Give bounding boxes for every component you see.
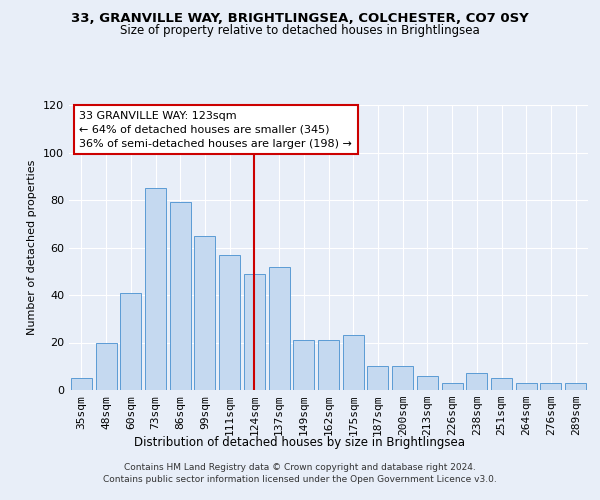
Bar	[293, 340, 314, 390]
Bar	[71, 378, 92, 390]
Bar	[541, 383, 562, 390]
Y-axis label: Number of detached properties: Number of detached properties	[28, 160, 37, 335]
Bar	[170, 202, 191, 390]
Bar	[491, 378, 512, 390]
Text: 33 GRANVILLE WAY: 123sqm
← 64% of detached houses are smaller (345)
36% of semi-: 33 GRANVILLE WAY: 123sqm ← 64% of detach…	[79, 110, 352, 148]
Bar	[219, 254, 240, 390]
Bar	[392, 366, 413, 390]
Bar	[318, 340, 339, 390]
Bar	[466, 374, 487, 390]
Bar	[442, 383, 463, 390]
Bar	[516, 383, 537, 390]
Bar	[194, 236, 215, 390]
Bar	[145, 188, 166, 390]
Bar	[367, 366, 388, 390]
Bar	[417, 376, 438, 390]
Bar	[565, 383, 586, 390]
Bar	[95, 342, 116, 390]
Text: Contains public sector information licensed under the Open Government Licence v3: Contains public sector information licen…	[103, 475, 497, 484]
Text: Contains HM Land Registry data © Crown copyright and database right 2024.: Contains HM Land Registry data © Crown c…	[124, 464, 476, 472]
Text: Size of property relative to detached houses in Brightlingsea: Size of property relative to detached ho…	[120, 24, 480, 37]
Text: 33, GRANVILLE WAY, BRIGHTLINGSEA, COLCHESTER, CO7 0SY: 33, GRANVILLE WAY, BRIGHTLINGSEA, COLCHE…	[71, 12, 529, 26]
Bar	[120, 292, 141, 390]
Bar	[269, 266, 290, 390]
Text: Distribution of detached houses by size in Brightlingsea: Distribution of detached houses by size …	[134, 436, 466, 449]
Bar	[244, 274, 265, 390]
Bar	[343, 336, 364, 390]
